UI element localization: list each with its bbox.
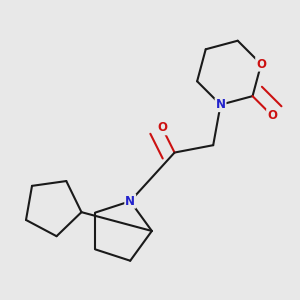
Text: N: N <box>216 98 226 111</box>
Text: O: O <box>157 122 167 134</box>
Text: O: O <box>256 58 266 70</box>
Text: O: O <box>267 109 277 122</box>
Text: N: N <box>125 195 135 208</box>
